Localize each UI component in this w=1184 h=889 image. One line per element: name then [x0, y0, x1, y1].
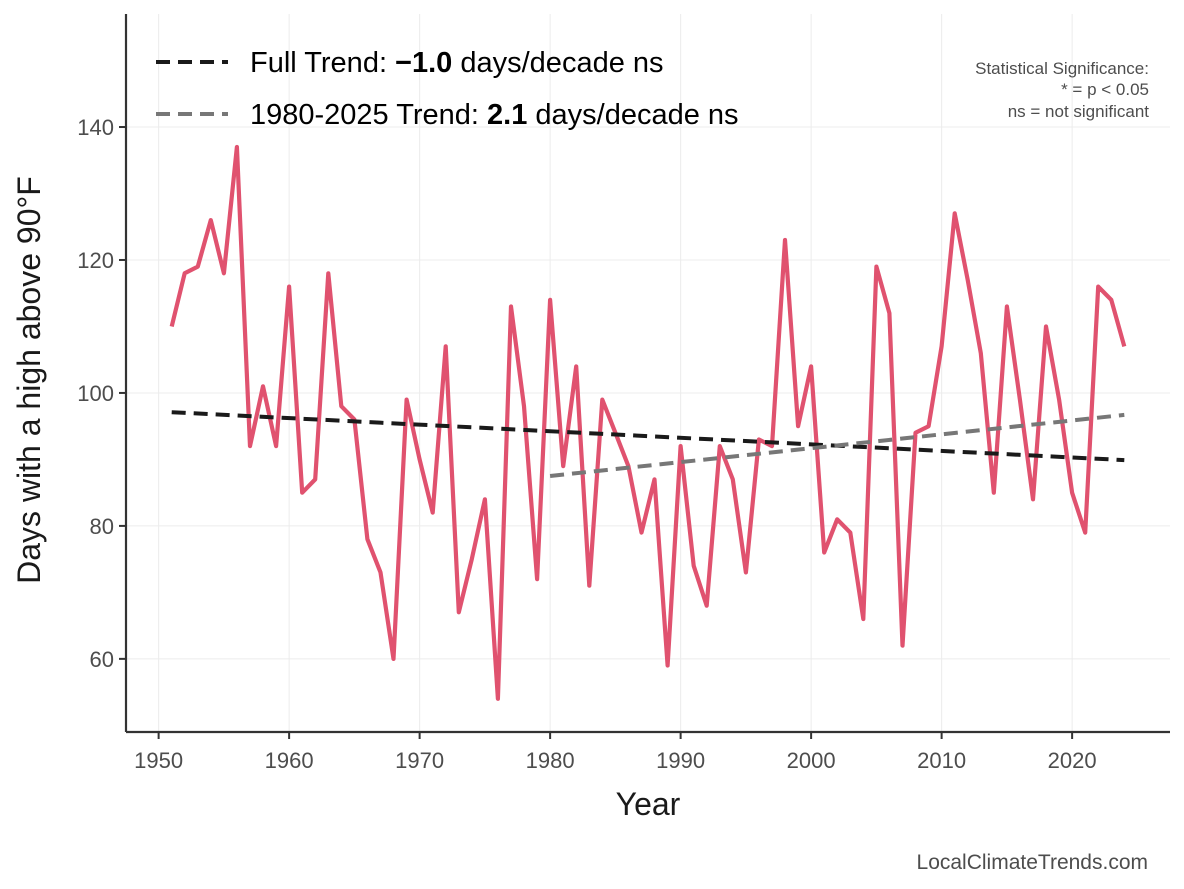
y-tick-label: 100 [77, 381, 114, 406]
legend-recent-trend-suffix: days/decade ns [527, 99, 738, 131]
legend-label-recent-trend: 1980-2025 Trend: 2.1 days/decade ns [250, 99, 739, 131]
legend: Full Trend: −1.0 days/decade ns 1980-202… [156, 47, 739, 131]
plot-area [169, 144, 1127, 701]
legend-full-trend-suffix: days/decade ns [452, 47, 663, 79]
axes [124, 14, 1170, 734]
x-axis-ticks: 1950 1960 1970 1980 1990 2000 2010 2020 [134, 732, 1097, 773]
full-trend-line [171, 410, 1125, 463]
legend-recent-trend-value: 2.1 [487, 99, 527, 131]
recent-trend-line [549, 412, 1125, 478]
x-tick-label: 2020 [1048, 748, 1097, 773]
legend-recent-trend-prefix: 1980-2025 Trend: [250, 99, 487, 131]
significance-note: Statistical Significance: * = p < 0.05 n… [975, 59, 1149, 121]
x-axis-title: Year [616, 786, 681, 822]
y-tick-label: 80 [90, 514, 114, 539]
legend-full-trend-value: −1.0 [395, 47, 452, 79]
x-tick-label: 1970 [395, 748, 444, 773]
significance-note-p-value: * = p < 0.05 [1061, 80, 1149, 99]
y-tick-label: 120 [77, 248, 114, 273]
significance-note-title: Statistical Significance: [975, 59, 1149, 78]
x-tick-label: 1990 [656, 748, 705, 773]
y-axis-title: Days with a high above 90°F [11, 176, 47, 584]
y-axis-ticks: 60 80 100 120 140 [77, 115, 126, 672]
x-tick-label: 1960 [265, 748, 314, 773]
x-tick-label: 2010 [917, 748, 966, 773]
x-tick-label: 1980 [526, 748, 575, 773]
x-tick-label: 1950 [134, 748, 183, 773]
legend-label-full-trend: Full Trend: −1.0 days/decade ns [250, 47, 664, 79]
significance-note-ns: ns = not significant [1008, 102, 1150, 121]
footer-site-name: LocalClimateTrends.com [917, 851, 1148, 874]
legend-full-trend-prefix: Full Trend: [250, 47, 395, 79]
y-tick-label: 60 [90, 647, 114, 672]
y-tick-label: 140 [77, 115, 114, 140]
days-above-90-series-line [169, 144, 1127, 701]
x-tick-label: 2000 [787, 748, 836, 773]
